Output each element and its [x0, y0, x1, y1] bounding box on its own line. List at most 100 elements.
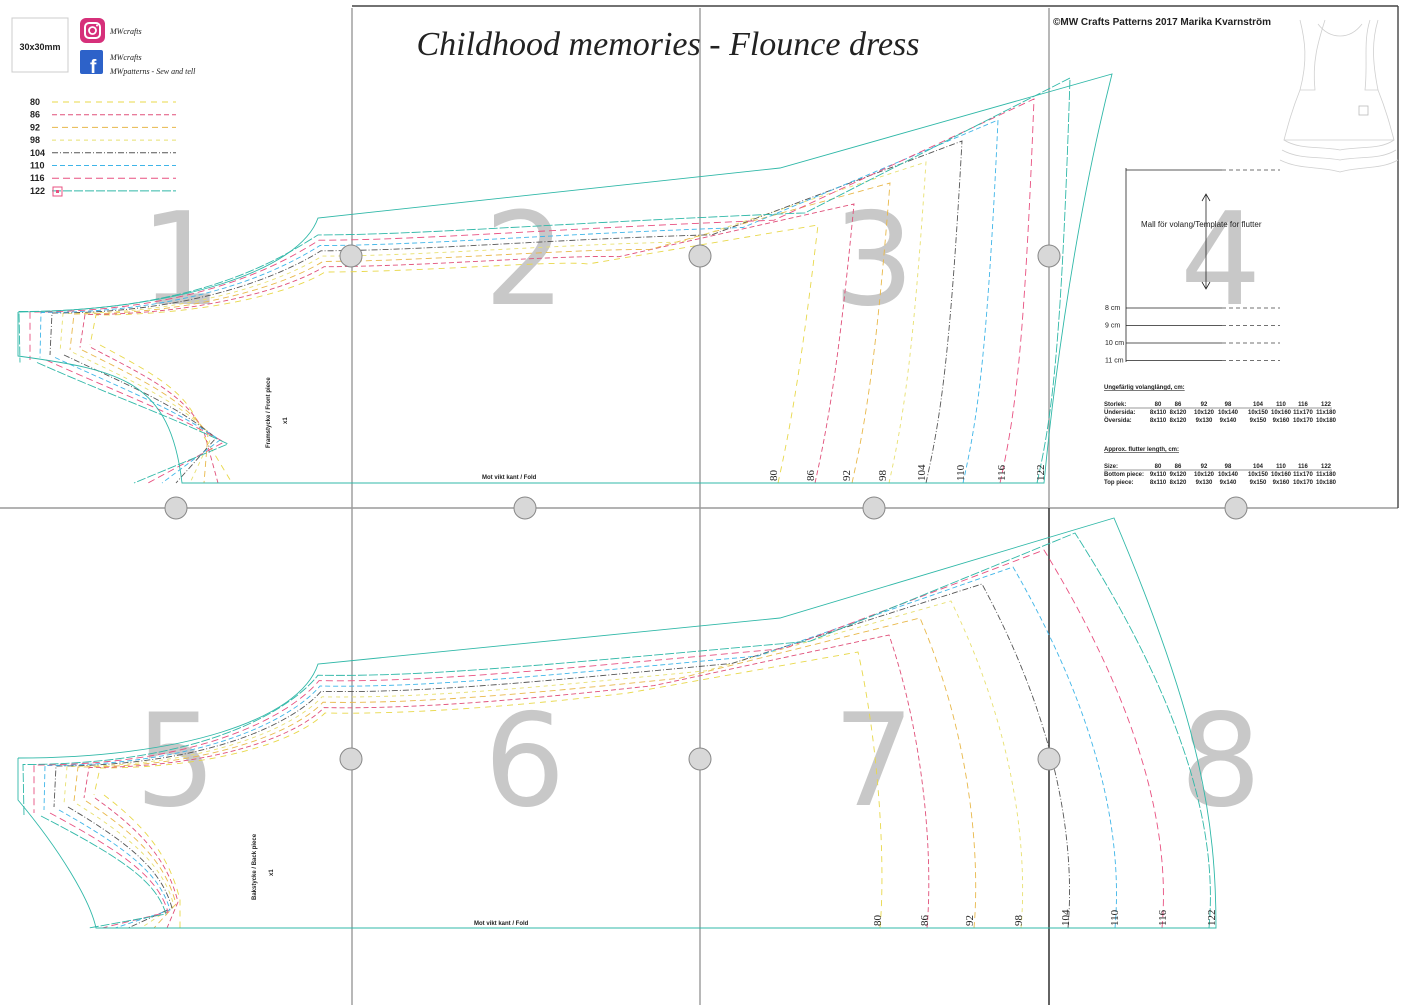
alignment-circle	[862, 496, 886, 520]
alignment-circle	[1037, 747, 1061, 771]
back-size-outline	[63, 600, 1024, 929]
back-size-markers: 80 86 92 98 104 110 116 122	[872, 909, 1218, 926]
legend-size-label: 116	[30, 173, 45, 183]
legend-size-label: 98	[30, 135, 40, 145]
flutter-width-label: 10 cm	[1105, 340, 1124, 347]
page-title: Childhood memories - Flounce dress	[416, 26, 919, 63]
page-number: 3	[833, 186, 914, 335]
table-cell: 11x170	[1293, 472, 1313, 478]
table-cell: 110	[1276, 402, 1286, 408]
flutter-table-sv: Ungefärlig volanglängd, cm: Storlek: 80 86…	[1104, 385, 1337, 424]
table-cell: Bottom piece:	[1104, 472, 1144, 478]
front-piece-outline	[17, 73, 1113, 484]
table-cell: Storlek:	[1104, 402, 1126, 408]
table-cell: 110	[1276, 464, 1286, 470]
test-square-label: 30x30mm	[19, 42, 60, 52]
back-fold-label: Mot vikt kant / Fold	[474, 921, 529, 927]
size-marker: 98	[1013, 915, 1025, 927]
flutter-width-label: 11 cm	[1105, 358, 1124, 365]
table-cell: 9x160	[1273, 480, 1290, 486]
back-size-outline	[43, 566, 1117, 929]
size-marker: 92	[964, 915, 976, 926]
alignment-circle	[688, 747, 712, 771]
instagram-handle: MWcrafts	[109, 27, 142, 36]
alignment-circle	[339, 244, 363, 268]
back-size-outline	[33, 549, 1164, 929]
back-piece-name: Bakstycke / Back piece	[252, 833, 258, 900]
size-marker: 86	[919, 915, 931, 927]
table-cell: 8x120	[1170, 480, 1187, 486]
back-cut-line	[17, 517, 1217, 929]
table-cell: 122	[1321, 464, 1332, 470]
page-number: 7	[833, 687, 914, 836]
size-marker: 86	[805, 470, 817, 482]
legend-size-label: 80	[30, 97, 40, 107]
page-number: 5	[135, 687, 216, 836]
back-piece-count: x1	[269, 869, 275, 876]
table-cell: 116	[1298, 464, 1308, 470]
page-grid	[0, 5, 1399, 1005]
legend-size-label: 104	[30, 148, 45, 158]
table-cell: 80	[1155, 402, 1162, 408]
table-cell: 10x160	[1271, 410, 1292, 416]
size-marker: 116	[1157, 909, 1169, 926]
table-cell: 10x150	[1248, 410, 1269, 416]
alignment-circle	[1037, 244, 1061, 268]
table-cell: 9x150	[1250, 480, 1267, 486]
table-cell: 9x130	[1196, 480, 1213, 486]
table-cell: 104	[1253, 402, 1264, 408]
table-cell: 10x180	[1316, 480, 1337, 486]
table-cell: 86	[1175, 402, 1182, 408]
flutter-width-label: 8 cm	[1105, 305, 1120, 312]
table-cell: 10x140	[1218, 472, 1239, 478]
copyright: ©MW Crafts Patterns 2017 Marika Kvarnstr…	[1053, 17, 1271, 28]
facebook-handle: MWcrafts	[109, 53, 142, 62]
page-number: 4	[1180, 186, 1261, 335]
alignment-circle	[164, 496, 188, 520]
page-number: 2	[484, 186, 565, 335]
instagram-icon	[80, 18, 105, 43]
table-cell: 10x120	[1194, 410, 1215, 416]
table-cell: 11x180	[1316, 472, 1336, 478]
table-cell: 92	[1201, 464, 1208, 470]
size-marker: 110	[1109, 909, 1121, 926]
legend-size-label: 92	[30, 122, 40, 132]
back-size-outline	[83, 634, 930, 929]
size-marker: 110	[955, 464, 967, 481]
table-cell: 9x150	[1250, 418, 1267, 424]
front-piece-count: x1	[283, 417, 289, 424]
front-size-outline	[69, 182, 891, 484]
alignment-markers	[164, 244, 1248, 771]
front-size-markers: 80 86 92 98 104 110 116 122	[768, 464, 1047, 481]
legend-size-label: 86	[30, 110, 40, 120]
table-cell: 8x110	[1150, 418, 1167, 424]
table-cell: 9x120	[1170, 472, 1187, 478]
alignment-circle	[688, 244, 712, 268]
back-size-outline	[93, 651, 883, 929]
table-cell: Undersida:	[1104, 410, 1135, 416]
flutter-table-en: Approx. flutter length, cm: Size: 80 86 92 9…	[1104, 447, 1337, 486]
table-cell: 9x110	[1150, 472, 1167, 478]
table-cell: 9x160	[1273, 418, 1290, 424]
legend-marker	[52, 186, 63, 197]
size-marker: 122	[1035, 465, 1047, 482]
front-size-outline	[29, 98, 1035, 484]
table-cell: 9x140	[1220, 480, 1237, 486]
front-size-outline	[49, 140, 963, 484]
legend-marker	[56, 190, 59, 193]
flutter-template-label: Mall för volang/Template for flutter	[1141, 220, 1262, 229]
table-cell: 10x180	[1316, 418, 1337, 424]
table-cell: 104	[1253, 464, 1264, 470]
table-cell: 10x170	[1293, 418, 1314, 424]
table-cell: 9x130	[1196, 418, 1213, 424]
alignment-circle	[513, 496, 537, 520]
flutter-en-heading: Approx. flutter length, cm:	[1104, 447, 1179, 453]
table-cell: 10x120	[1194, 472, 1215, 478]
facebook-icon: f	[80, 50, 103, 78]
front-size-outline	[89, 224, 819, 484]
alignment-circle	[1224, 496, 1248, 520]
size-marker: 80	[768, 470, 780, 482]
table-cell: 116	[1298, 402, 1308, 408]
flutter-width-label: 9 cm	[1105, 323, 1120, 330]
page-numbers: 1 2 3 4 5 6 7 8	[135, 186, 1261, 836]
